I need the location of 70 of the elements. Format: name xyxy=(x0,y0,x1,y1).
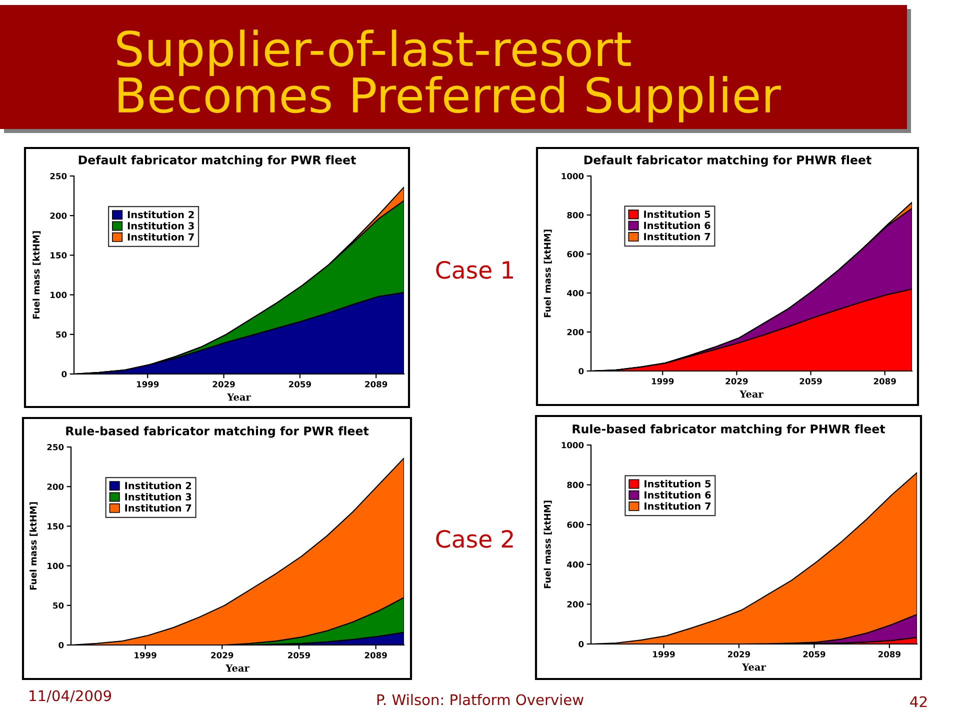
x-tick-label: 2089 xyxy=(878,651,900,658)
legend-label: Institution 6 xyxy=(644,222,710,230)
legend-label: Institution 2 xyxy=(128,210,194,218)
y-tick-label: 0 xyxy=(62,370,67,378)
y-tick-label: 600 xyxy=(567,250,584,258)
y-tick-label: 1000 xyxy=(562,442,584,448)
x-tick-label: 2029 xyxy=(726,378,748,384)
legend-label: Institution 7 xyxy=(644,232,710,240)
y-tick-label: 250 xyxy=(47,444,64,450)
y-axis-title: Fuel mass [ktHM] xyxy=(544,230,552,318)
y-tick-label: 0 xyxy=(578,640,584,648)
text: 11/04/2009 xyxy=(30,690,112,702)
chart-title: Default fabricator matching for PWR fleet xyxy=(78,155,356,167)
chart-title: Rule-based fabricator matching for PWR fleet xyxy=(66,426,369,438)
text: 42 xyxy=(910,696,927,708)
x-tick-label: 2059 xyxy=(288,381,311,388)
y-tick-label: 100 xyxy=(48,562,64,570)
x-tick-label: 2059 xyxy=(288,652,310,658)
chart-title: Rule-based fabricator matching for PHWR fleet xyxy=(572,424,886,436)
x-tick-label: 1999 xyxy=(653,651,675,658)
x-axis-title: Year xyxy=(742,663,766,671)
y-tick-label: 150 xyxy=(50,252,67,258)
x-tick-label: 2029 xyxy=(211,652,234,658)
legend-label: Institution 7 xyxy=(128,233,194,241)
x-axis-title: Year xyxy=(227,393,251,401)
y-tick-label: 600 xyxy=(567,522,584,528)
y-tick-label: 100 xyxy=(50,292,67,298)
y-tick-label: 400 xyxy=(567,290,584,296)
y-axis-title: Fuel mass [ktHM] xyxy=(32,231,41,319)
y-tick-label: 250 xyxy=(50,172,67,180)
x-tick-label: 1999 xyxy=(134,652,156,658)
legend-label: Institution 3 xyxy=(128,222,194,230)
legend-label: Institution 5 xyxy=(644,480,711,488)
y-tick-label: 50 xyxy=(56,331,67,338)
x-tick-label: 1999 xyxy=(136,381,159,388)
x-tick-label: 2089 xyxy=(874,378,896,384)
y-tick-label: 1000 xyxy=(562,172,584,180)
x-tick-label: 1999 xyxy=(652,378,674,384)
x-tick-label: 2029 xyxy=(212,381,235,388)
legend-label: Institution 6 xyxy=(644,491,711,499)
y-tick-label: 400 xyxy=(567,561,584,568)
text: Supplier-of-last-resort Becomes Preferred Supplier xyxy=(117,30,781,122)
x-tick-label: 2029 xyxy=(728,651,750,658)
legend-label: Institution 7 xyxy=(125,504,192,512)
y-tick-label: 200 xyxy=(50,212,67,219)
y-tick-label: 800 xyxy=(567,212,584,218)
y-tick-label: 50 xyxy=(53,602,64,609)
x-tick-label: 2059 xyxy=(800,378,822,384)
x-tick-label: 2059 xyxy=(803,651,826,658)
legend-label: Institution 7 xyxy=(644,502,711,510)
x-axis-title: Year xyxy=(226,664,250,672)
text: Case 1 xyxy=(436,260,513,279)
y-tick-label: 0 xyxy=(578,368,584,374)
y-tick-label: 150 xyxy=(48,523,64,530)
text: Case 2 xyxy=(436,530,513,548)
y-tick-label: 800 xyxy=(567,482,584,488)
y-axis-title: Fuel mass [ktHM] xyxy=(30,502,38,590)
x-axis-title: Year xyxy=(740,390,764,398)
legend-label: Institution 3 xyxy=(125,492,192,500)
x-tick-label: 2089 xyxy=(365,381,388,388)
y-tick-label: 200 xyxy=(47,484,64,490)
y-tick-label: 0 xyxy=(58,642,64,648)
chart-title: Default fabricator matching for PHWR fleet xyxy=(584,155,872,167)
legend-label: Institution 5 xyxy=(644,210,710,218)
y-tick-label: 200 xyxy=(567,328,584,336)
x-tick-label: 2089 xyxy=(364,652,387,658)
y-axis-title: Fuel mass [ktHM] xyxy=(544,500,552,588)
y-tick-label: 200 xyxy=(567,601,584,608)
legend-label: Institution 2 xyxy=(125,482,192,490)
text: P. Wilson: Platform Overview xyxy=(377,694,584,706)
